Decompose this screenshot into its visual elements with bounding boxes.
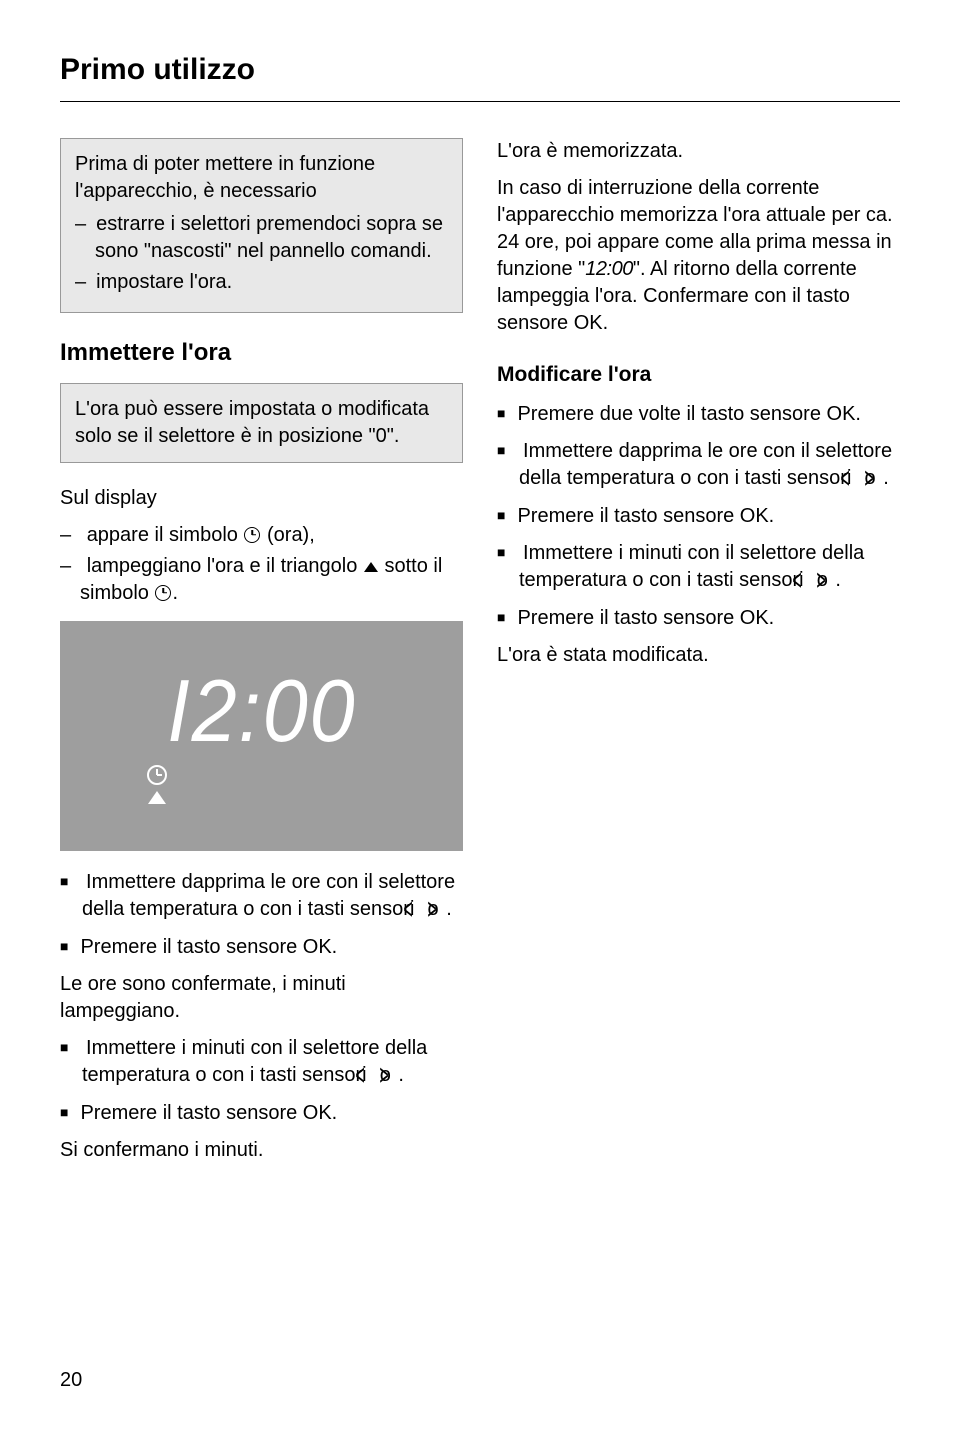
display-time: I2:00 <box>167 667 356 755</box>
body-text: L'ora è memorizzata. <box>497 138 900 165</box>
text-frag: lampeggiano l'ora e il triangolo <box>87 555 363 577</box>
triangle-up-icon <box>148 791 166 804</box>
body-text: Le ore sono confermate, i minuti lampegg… <box>60 971 463 1025</box>
page-number: 20 <box>60 1367 82 1394</box>
text-frag: . <box>835 569 841 591</box>
clock-icon <box>147 765 167 785</box>
body-text: Si confermano i minuti. <box>60 1137 463 1164</box>
clock-icon <box>244 527 260 543</box>
text-frag: Immettere dapprima le ore con il seletto… <box>519 440 892 489</box>
body-text: L'ora è stata modificata. <box>497 642 900 669</box>
left-column: Prima di poter mettere in funzione l'app… <box>60 138 463 1174</box>
text-frag: appare il simbolo <box>87 524 244 546</box>
list-item: Premere due volte il tasto sensore OK. <box>497 401 900 428</box>
list-item: Premere il tasto sensore OK. <box>497 605 900 632</box>
intro-text: Prima di poter mettere in funzione l'app… <box>75 151 448 205</box>
page-title: Primo utilizzo <box>60 50 900 102</box>
triangle-up-icon <box>364 562 378 572</box>
subsection-heading: Modificare l'ora <box>497 361 900 389</box>
body-text: In caso di interruzione della corrente l… <box>497 175 900 337</box>
list-item: appare il simbolo (ora), <box>60 522 463 549</box>
device-display: I2:00 <box>60 621 463 851</box>
list-item: Premere il tasto sensore OK. <box>60 934 463 961</box>
text-frag: . <box>172 582 178 604</box>
text-frag: . <box>883 467 889 489</box>
content-columns: Prima di poter mettere in funzione l'app… <box>60 138 900 1174</box>
text-frag: Immettere dapprima le ore con il seletto… <box>82 871 455 920</box>
list-item: lampeggiano l'ora e il triangolo sotto i… <box>60 553 463 607</box>
note-text: L'ora può essere impostata o modificata … <box>75 398 429 447</box>
text-frag: . <box>446 898 452 920</box>
section-heading: Immettere l'ora <box>60 337 463 369</box>
display-list: appare il simbolo (ora), lampeggiano l'o… <box>60 522 463 607</box>
text-frag: . <box>398 1064 404 1086</box>
intro-item: estrarre i selettori premendoci sopra se… <box>75 211 448 265</box>
lower-instructions: Immettere dapprima le ore con il seletto… <box>60 869 463 1164</box>
list-item: Immettere dapprima le ore con il seletto… <box>60 869 463 924</box>
clock-icon <box>155 585 171 601</box>
list-item: Immettere i minuti con il selettore dell… <box>497 540 900 595</box>
intro-item: impostare l'ora. <box>75 269 448 296</box>
segment-time: 12:00 <box>585 258 633 280</box>
list-item: Immettere dapprima le ore con il seletto… <box>497 438 900 493</box>
right-column: L'ora è memorizzata. In caso di interruz… <box>497 138 900 1174</box>
list-item: Premere il tasto sensore OK. <box>60 1100 463 1127</box>
list-item: Immettere i minuti con il selettore dell… <box>60 1035 463 1090</box>
intro-box: Prima di poter mettere in funzione l'app… <box>60 138 463 313</box>
text-frag: (ora), <box>261 524 314 546</box>
note-box: L'ora può essere impostata o modificata … <box>60 383 463 463</box>
list-item: Premere il tasto sensore OK. <box>497 503 900 530</box>
body-text: Sul display <box>60 485 463 512</box>
